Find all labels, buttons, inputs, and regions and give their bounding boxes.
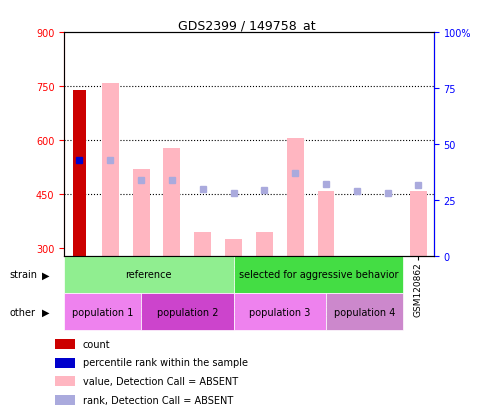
- Bar: [410, 191, 427, 256]
- Bar: [55, 339, 75, 349]
- Text: percentile rank within the sample: percentile rank within the sample: [83, 357, 248, 368]
- Text: population 3: population 3: [249, 307, 311, 317]
- Text: GDS2399 / 149758_at: GDS2399 / 149758_at: [177, 19, 316, 31]
- Bar: [133, 170, 149, 256]
- Text: population 1: population 1: [72, 307, 133, 317]
- Bar: [287, 139, 304, 256]
- Text: other: other: [10, 307, 36, 317]
- Bar: [64, 293, 141, 330]
- Bar: [64, 256, 234, 293]
- Bar: [141, 293, 234, 330]
- Text: value, Detection Call = ABSENT: value, Detection Call = ABSENT: [83, 376, 238, 386]
- Bar: [164, 148, 180, 256]
- Bar: [317, 191, 334, 256]
- Bar: [234, 256, 403, 293]
- Text: population 4: population 4: [334, 307, 395, 317]
- Text: rank, Detection Call = ABSENT: rank, Detection Call = ABSENT: [83, 394, 233, 405]
- Bar: [55, 358, 75, 368]
- Text: strain: strain: [10, 270, 38, 280]
- Bar: [326, 293, 403, 330]
- Bar: [225, 240, 242, 256]
- Bar: [102, 83, 119, 256]
- Bar: [72, 90, 86, 256]
- Text: count: count: [83, 339, 110, 349]
- Text: selected for aggressive behavior: selected for aggressive behavior: [239, 270, 398, 280]
- Text: ▶: ▶: [42, 270, 49, 280]
- Text: reference: reference: [126, 270, 172, 280]
- Bar: [194, 233, 211, 256]
- Bar: [234, 293, 326, 330]
- Bar: [55, 395, 75, 405]
- Bar: [55, 377, 75, 386]
- Bar: [256, 233, 273, 256]
- Text: ▶: ▶: [42, 307, 49, 317]
- Text: population 2: population 2: [157, 307, 218, 317]
